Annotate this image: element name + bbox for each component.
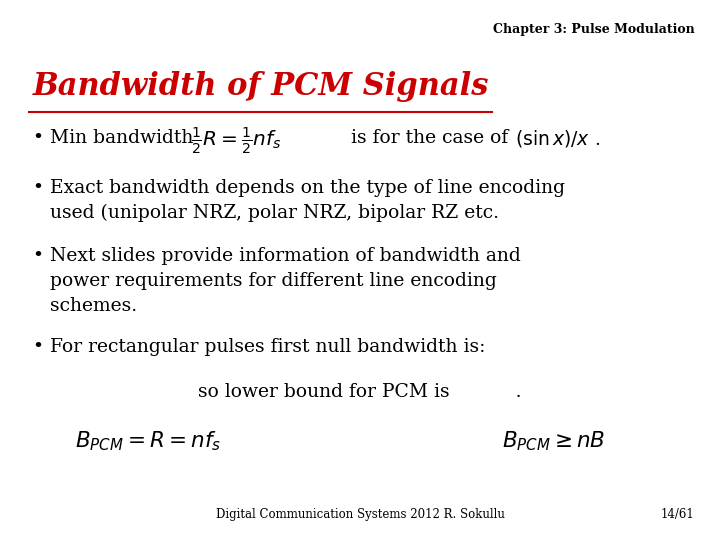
Text: •: • — [32, 129, 44, 147]
Text: 14/61: 14/61 — [661, 508, 695, 521]
Text: •: • — [32, 247, 44, 265]
Text: Bandwidth of PCM Signals: Bandwidth of PCM Signals — [32, 71, 489, 102]
Text: •: • — [32, 179, 44, 197]
Text: $B_{PCM} = R = nf_s$: $B_{PCM} = R = nf_s$ — [76, 429, 222, 453]
Text: $\frac{1}{2}R = \frac{1}{2}nf_s$: $\frac{1}{2}R = \frac{1}{2}nf_s$ — [191, 126, 282, 156]
Text: is for the case of: is for the case of — [351, 129, 509, 147]
Text: Min bandwidth: Min bandwidth — [50, 129, 200, 147]
Text: •: • — [32, 338, 44, 355]
Text: Next slides provide information of bandwidth and
power requirements for differen: Next slides provide information of bandw… — [50, 247, 521, 315]
Text: Chapter 3: Pulse Modulation: Chapter 3: Pulse Modulation — [492, 23, 695, 36]
Text: For rectangular pulses first null bandwidth is:: For rectangular pulses first null bandwi… — [50, 338, 486, 355]
Text: so lower bound for PCM is           .: so lower bound for PCM is . — [198, 383, 522, 401]
Text: $B_{PCM} \geq nB$: $B_{PCM} \geq nB$ — [503, 429, 606, 453]
Text: Exact bandwidth depends on the type of line encoding
used (unipolar NRZ, polar N: Exact bandwidth depends on the type of l… — [50, 179, 565, 222]
Text: Digital Communication Systems 2012 R. Sokullu: Digital Communication Systems 2012 R. So… — [215, 508, 505, 521]
Text: $(\sin x)/x$ .: $(\sin x)/x$ . — [515, 127, 600, 149]
